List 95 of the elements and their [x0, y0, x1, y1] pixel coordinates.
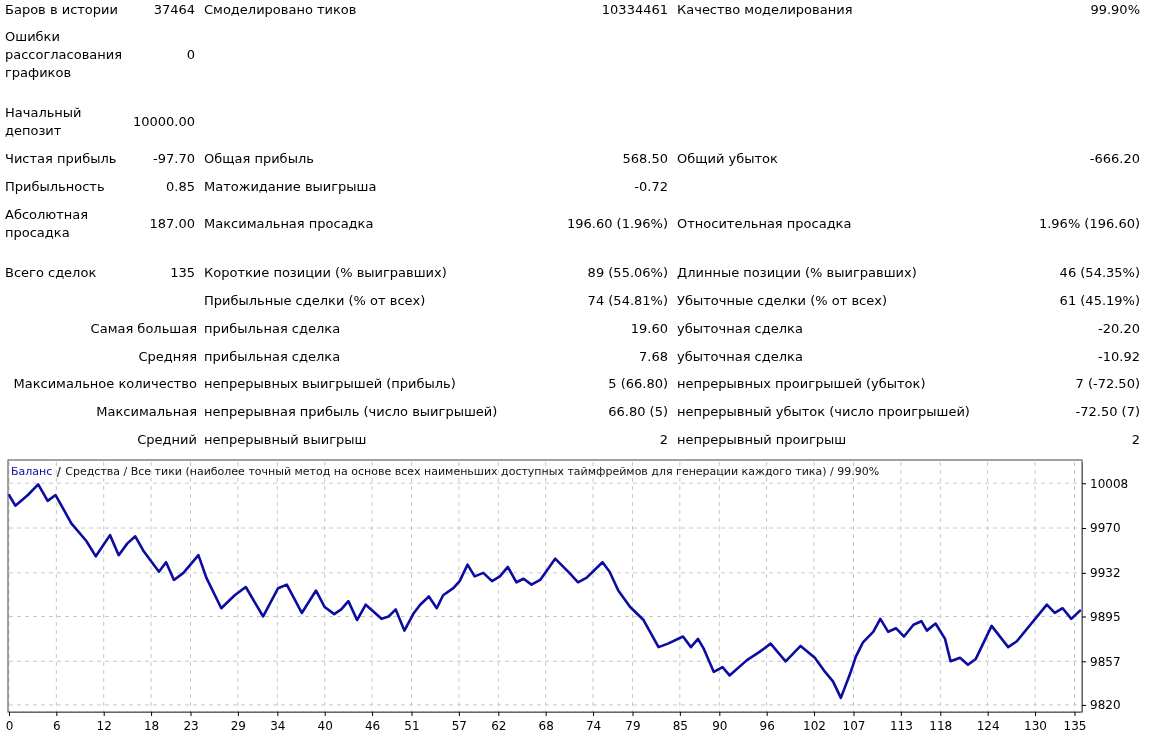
text: Абсолютная просадка: [5, 206, 90, 242]
x-tick-label: 107: [842, 718, 866, 733]
text: 187.00: [149, 215, 195, 233]
text: 10000.00: [132, 113, 195, 131]
x-tick-label: 96: [759, 718, 775, 733]
x-tick-label: 74: [585, 718, 602, 733]
x-tick-label: 135: [1063, 718, 1087, 733]
text: 89 (55.06%): [587, 264, 668, 282]
text: 99.90%: [1090, 1, 1140, 19]
text: Средний: [137, 431, 197, 449]
text: 2: [659, 431, 668, 449]
text: убыточная сделка: [677, 320, 803, 338]
x-tick-label: 68: [538, 718, 554, 733]
x-tick-label: 46: [364, 718, 381, 733]
x-tick-label: 0: [5, 718, 14, 733]
text: Максимальное количество: [13, 375, 197, 393]
text: -0.72: [634, 178, 668, 196]
text: 0: [186, 46, 195, 64]
text: Общая прибыль: [204, 150, 314, 168]
x-tick-label: 57: [451, 718, 468, 733]
text: Прибыльность: [5, 178, 105, 196]
text: непрерывная прибыль (число выигрышей): [204, 403, 498, 421]
text: непрерывных проигрышей (убыток): [677, 375, 926, 393]
text: непрерывный убыток (число проигрышей): [677, 403, 970, 421]
text: 10334461: [601, 1, 668, 19]
text: непрерывный проигрыш: [677, 431, 847, 449]
text: 66.80 (5): [608, 403, 668, 421]
text: Чистая прибыль: [5, 150, 117, 168]
y-tick-label: 9857: [1090, 654, 1121, 669]
text: 1.96% (196.60): [1038, 215, 1140, 233]
text: 7.68: [639, 348, 668, 366]
text: 135: [170, 264, 195, 282]
y-tick-label: 9932: [1090, 566, 1121, 581]
x-tick-label: 6: [53, 718, 61, 733]
text: Убыточные сделки (% от всех): [677, 292, 887, 310]
x-tick-label: 85: [672, 718, 688, 733]
x-tick-label: 34: [270, 718, 286, 733]
x-tick-label: 29: [230, 718, 247, 733]
line-series: [7, 483, 1082, 700]
text: Средняя: [138, 348, 197, 366]
text: Ошибки рассогласования графиков: [5, 28, 124, 82]
text: Баров в истории: [5, 1, 118, 19]
y-tick-label: 10008: [1090, 476, 1129, 491]
text: прибыльная сделка: [204, 348, 341, 366]
x-tick-label: 102: [803, 718, 826, 733]
x-tick-label: 118: [929, 718, 953, 733]
y-tick-label: 9895: [1090, 609, 1121, 624]
text: 5 (66.80): [608, 375, 668, 393]
text: Качество моделирования: [677, 1, 853, 19]
text: Максимальная просадка: [204, 215, 374, 233]
text: непрерывных выигрышей (прибыль): [204, 375, 456, 393]
series-label: Баланс: [11, 465, 53, 478]
x-tick-label: 62: [491, 718, 507, 733]
text: 196.60 (1.96%): [566, 215, 668, 233]
x-tick-label: 90: [712, 718, 728, 733]
y-tick-label: 9820: [1090, 698, 1121, 713]
text: Самая большая: [90, 320, 197, 338]
text: -97.70: [153, 150, 195, 168]
text: прибыльная сделка: [204, 320, 341, 338]
text: непрерывный выигрыш: [204, 431, 367, 449]
chart-title: Средства / Все тики (наиболее точный метод на основе всех наименьших доступных таймфреймов для генерации каждого тика) / 99.90%: [65, 465, 880, 478]
text: 0.85: [166, 178, 195, 196]
text: Длинные позиции (% выигравших): [677, 264, 917, 282]
x-tick-label: 113: [889, 718, 913, 733]
text: 37464: [153, 1, 195, 19]
y-tick-label: 9970: [1090, 521, 1121, 536]
text: 19.60: [630, 320, 668, 338]
x-tick-label: 23: [183, 718, 199, 733]
x-tick-label: 51: [404, 718, 420, 733]
text: убыточная сделка: [677, 348, 803, 366]
text: 7 (-72.50): [1075, 375, 1140, 393]
text: 2: [1131, 431, 1140, 449]
text: Матожидание выигрыша: [204, 178, 377, 196]
text: Максимальная: [96, 403, 197, 421]
text: -10.92: [1098, 348, 1140, 366]
text: 568.50: [622, 150, 668, 168]
x-tick-label: 18: [143, 718, 160, 733]
text: Общий убыток: [677, 150, 778, 168]
x-tick-label: 12: [96, 718, 112, 733]
x-tick-label: 124: [976, 718, 1000, 733]
x-tick-label: 130: [1024, 718, 1047, 733]
text: 74 (54.81%): [587, 292, 668, 310]
text: -666.20: [1089, 150, 1140, 168]
text: 46 (54.35%): [1059, 264, 1140, 282]
text: Относительная просадка: [677, 215, 852, 233]
text: -72.50 (7): [1075, 403, 1140, 421]
text: Короткие позиции (% выигравших): [204, 264, 447, 282]
text: Всего сделок: [5, 264, 97, 282]
x-tick-label: 40: [317, 718, 333, 733]
text: 61 (45.19%): [1059, 292, 1140, 310]
text: Смоделировано тиков: [204, 1, 357, 19]
text: Прибыльные сделки (% от всех): [204, 292, 426, 310]
text: -20.20: [1098, 320, 1140, 338]
x-tick-label: 79: [625, 718, 641, 733]
text: Начальный депозит: [5, 104, 83, 140]
